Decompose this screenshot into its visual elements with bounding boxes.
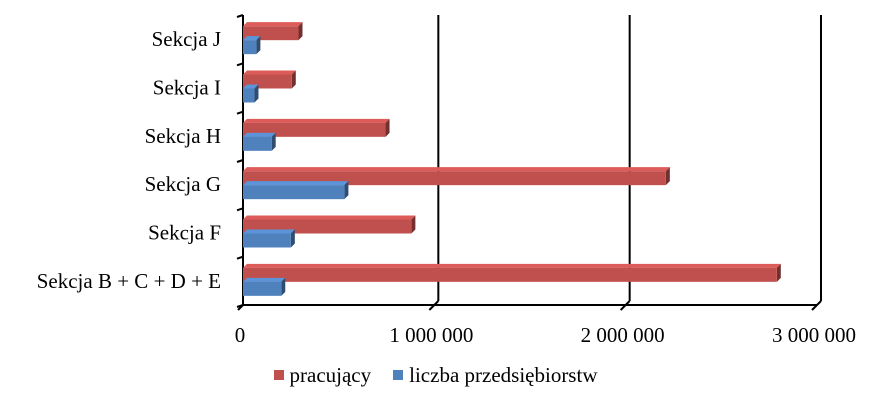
bar-side-face [254,84,259,103]
y-tick-mark-4 [236,207,244,212]
x-tick-label-1: 1 000 000 [389,323,473,347]
y-tick-mark-3 [236,159,244,163]
bar-pracujący-2 [243,118,390,137]
bar-front-face [243,136,272,151]
bar-side-face [291,70,296,89]
bar-top-face [243,36,261,41]
bar-front-face [243,185,345,200]
bar-side-face [344,181,349,200]
bar-liczba-przedsiębiorstw-3 [243,181,349,200]
x-tick-mark-3 [811,304,818,311]
y-tick-mark-1 [236,62,244,67]
bar-side-face [290,229,295,248]
y-tick-mark-2 [236,110,244,115]
bar-liczba-przedsiębiorstw-4 [243,229,295,248]
category-label-4: Sekcja F [148,221,221,245]
bar-liczba-przedsiębiorstw-5 [243,277,286,296]
bar-side-face [385,118,390,137]
bar-side-face [411,215,416,234]
bar-side-face [256,36,261,55]
bar-side-face [298,22,303,41]
bar-pracujący-5 [243,263,781,282]
legend-label-series-0: pracujący [289,362,372,387]
bar-front-face [243,267,777,282]
bar-side-face [776,263,781,282]
legend-swatch-series-1 [393,370,404,380]
gridlines [433,15,822,306]
gridline-base-3 [816,300,822,306]
bar-top-face [243,84,259,89]
bar-side-face [271,132,276,151]
bar-top-face [243,132,276,137]
legend-swatch-series-0 [273,370,284,380]
bar-liczba-przedsiębiorstw-0 [243,36,261,55]
x-tick-mark-1 [428,304,436,311]
x-tick-label-3: 3 000 000 [772,323,856,347]
category-label-1: Sekcja I [153,76,221,100]
bar-top-face [243,277,286,282]
category-label-2: Sekcja H [145,124,221,148]
bar-liczba-przedsiębiorstw-2 [243,132,276,151]
bar-top-face [243,167,670,172]
bar-front-face [243,40,257,55]
x-tick-label-2: 2 000 000 [581,323,665,347]
y-tick-mark-0 [236,14,244,18]
legend: pracujący liczba przedsiębiorstw [0,360,871,390]
y-tick-mark-5 [236,255,244,260]
category-label-5: Sekcja B + C + D + E [37,269,221,293]
bar-front-face [243,171,666,186]
bar-side-face [665,167,670,186]
bar-front-face [243,281,282,296]
bar-top-face [243,118,390,123]
bar-front-face [243,122,386,137]
legend-label-series-1: liczba przedsiębiorstw [409,362,598,387]
legend-item-series-1: liczba przedsiębiorstw [393,363,597,388]
category-label-0: Sekcja J [152,27,221,51]
bar-front-face [243,233,291,248]
bar-top-face [243,181,349,186]
x-tick-mark-2 [619,304,627,311]
bar-top-face [243,70,296,75]
bar-front-face [243,88,255,103]
bar-top-face [243,215,416,220]
category-labels: Sekcja J Sekcja I Sekcja H Sekcja G Sekcja F… [37,27,221,293]
bar-top-face [243,22,303,27]
bars [243,22,781,296]
category-label-3: Sekcja G [145,172,221,196]
legend-item-series-0: pracujący [273,362,372,388]
bar-pracujący-3 [243,167,670,186]
x-tick-label-0: 0 [235,323,246,347]
bar-side-face [281,277,286,296]
x-tick-labels: 0 1 000 000 2 000 000 3 000 000 [235,323,856,347]
bar-liczba-przedsiębiorstw-1 [243,84,259,103]
axes [236,14,818,311]
x-tick-mark-0 [237,304,244,311]
bar-top-face [243,229,295,234]
bar-top-face [243,263,781,268]
